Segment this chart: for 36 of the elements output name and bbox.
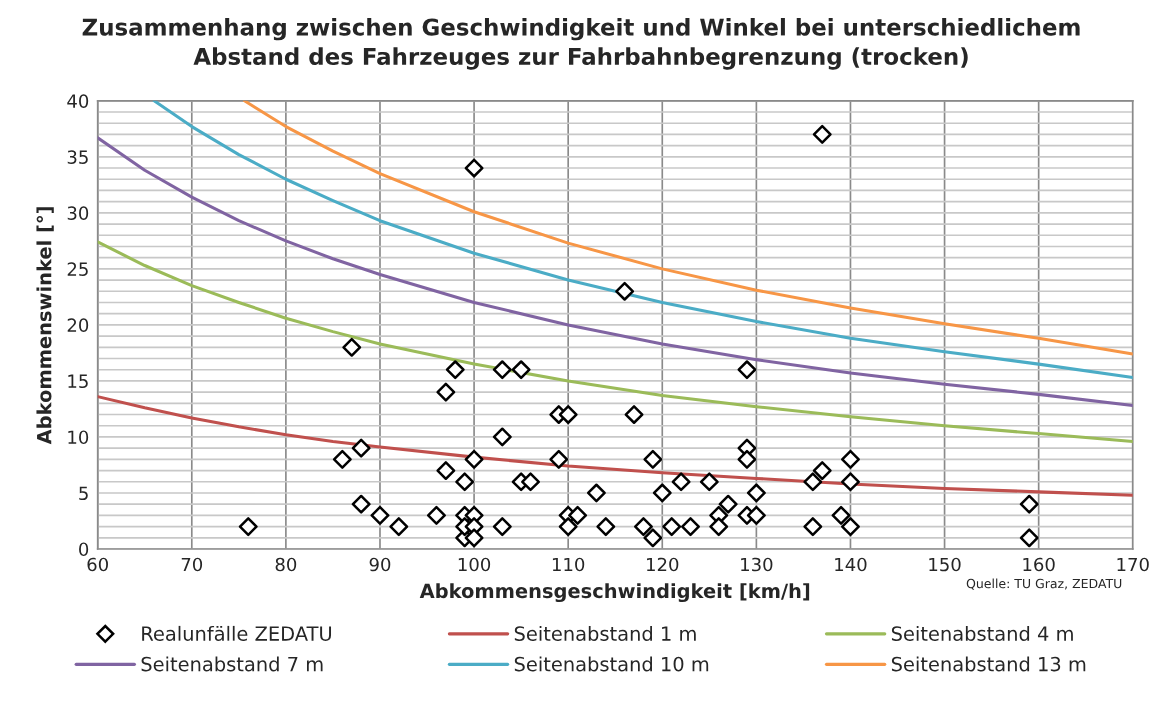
- y-tick-label: 5: [79, 486, 88, 501]
- y-tick-label: 35: [67, 150, 88, 164]
- x-tick-label: 160: [1023, 557, 1055, 572]
- line-series: [97, 395, 1133, 497]
- y-tick-label: 40: [67, 94, 89, 108]
- x-tick-label: 100: [458, 557, 491, 572]
- x-tick-label: 60: [87, 557, 108, 572]
- legend-label: Seitenabstand 4 m: [891, 625, 1073, 641]
- y-tick-label: 25: [67, 262, 88, 276]
- x-tick-label: 120: [647, 557, 679, 572]
- line-series: [152, 100, 1133, 380]
- y-tick-label: 10: [68, 430, 89, 445]
- y-tick-label: 15: [68, 374, 88, 389]
- x-tick-label: 110: [552, 557, 585, 572]
- legend-label: Seitenabstand 1 m: [514, 625, 696, 641]
- x-tick-label: 140: [835, 557, 867, 572]
- legend-label: Seitenabstand 13 m: [891, 656, 1086, 672]
- x-tick-label: 170: [1117, 557, 1149, 572]
- line-series: [242, 100, 1133, 356]
- y-tick-label: 30: [67, 206, 89, 220]
- y-tick-label: 20: [67, 318, 89, 333]
- x-tick-label: 130: [741, 557, 773, 572]
- line-series: [97, 136, 1133, 408]
- chart-title: Zusammenhang zwischen Geschwindigkeit und Winkel bei unterschiedlichem Abstand des Fahrzeuges zur Fahrbahnbegrenzung (trocken): [82, 18, 1080, 70]
- legend-label: Seitenabstand 7 m: [141, 656, 323, 672]
- line-series: [97, 240, 1133, 443]
- x-tick-label: 150: [929, 557, 961, 572]
- x-axis-title: Abkommensgeschwindigkeit [km/h]: [419, 583, 810, 603]
- x-tick-label: 80: [275, 557, 297, 572]
- x-tick-label: 90: [369, 557, 391, 572]
- legend-label: Seitenabstand 10 m: [514, 656, 709, 672]
- legend-label: Realunfälle ZEDATU: [142, 625, 332, 641]
- y-tick-label: 0: [79, 542, 89, 557]
- x-tick-label: 70: [181, 557, 203, 572]
- y-axis-title: Abkommenswinkel [°]: [36, 207, 54, 445]
- source-note: Quelle: TU Graz, ZEDATU: [966, 578, 1122, 590]
